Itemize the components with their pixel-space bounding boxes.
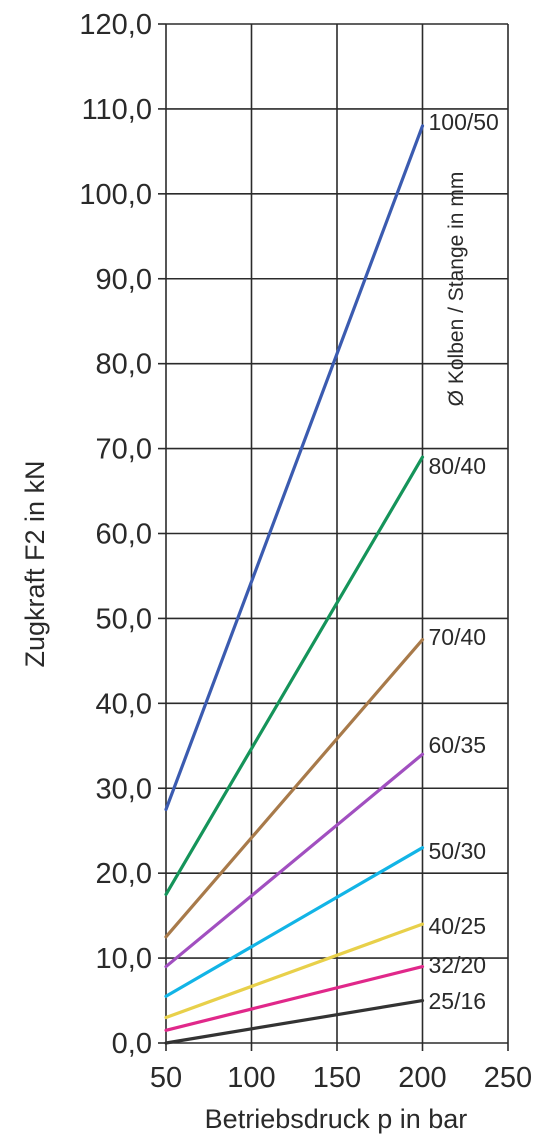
x-axis-title: Betriebsdruck p in bar <box>205 1104 468 1134</box>
series-label-50-30: 50/30 <box>429 838 487 864</box>
y-tick-label: 40,0 <box>96 688 152 720</box>
y-tick-label: 90,0 <box>96 264 152 296</box>
series-label-100-50: 100/50 <box>429 109 499 135</box>
y-tick-label: 80,0 <box>96 349 152 381</box>
x-tick-label: 250 <box>484 1062 532 1094</box>
series-label-25-16: 25/16 <box>429 988 487 1014</box>
y-tick-label: 100,0 <box>79 179 152 211</box>
y-tick-label: 120,0 <box>79 9 152 41</box>
x-tick-label: 200 <box>398 1062 446 1094</box>
series-line-50-30 <box>166 848 423 997</box>
x-tick-label: 50 <box>150 1062 182 1094</box>
y-tick-label: 60,0 <box>96 519 152 551</box>
series-label-40-25: 40/25 <box>429 913 487 939</box>
legend-title: Ø Kolben / Stange in mm <box>445 172 468 407</box>
series-line-100-50 <box>166 126 423 810</box>
y-tick-label: 10,0 <box>96 943 152 975</box>
x-tick-label: 150 <box>313 1062 361 1094</box>
y-tick-label: 20,0 <box>96 858 152 890</box>
y-tick-label: 70,0 <box>96 434 152 466</box>
y-axis-title: Zugkraft F2 in kN <box>20 460 50 667</box>
series-line-80-40 <box>166 457 423 894</box>
series-lines <box>166 126 423 1043</box>
series-label-80-40: 80/40 <box>429 453 487 479</box>
y-tick-label: 30,0 <box>96 773 152 805</box>
y-tick-label: 110,0 <box>82 94 152 126</box>
x-tick-label: 100 <box>227 1062 275 1094</box>
series-label-32-20: 32/20 <box>429 952 487 978</box>
series-label-70-40: 70/40 <box>429 624 487 650</box>
series-label-60-35: 60/35 <box>429 732 487 758</box>
y-tick-label: 50,0 <box>96 603 152 635</box>
series-line-40-25 <box>166 924 423 1017</box>
y-tick-label: 0,0 <box>112 1028 152 1060</box>
